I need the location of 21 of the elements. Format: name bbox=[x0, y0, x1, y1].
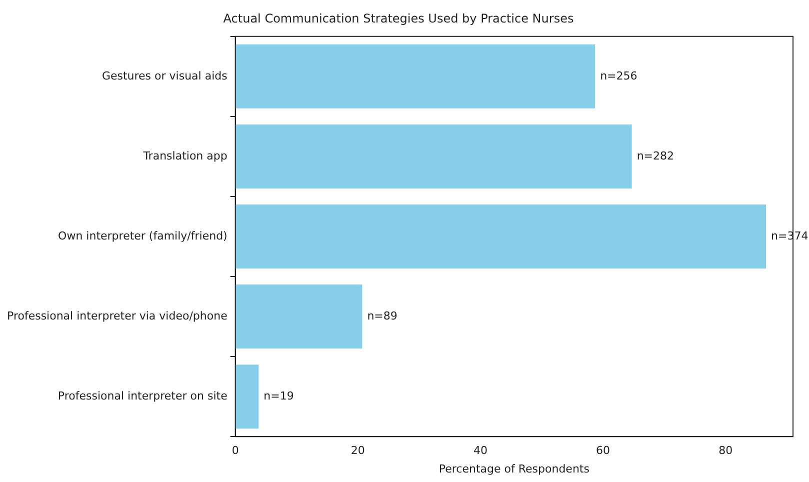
annotation: n=19 bbox=[264, 389, 294, 402]
y-tick-label: Gestures or visual aids bbox=[102, 69, 228, 82]
bar bbox=[235, 284, 362, 349]
y-tick-label: Professional interpreter via video/phone bbox=[7, 309, 228, 322]
y-tick-label: Own interpreter (family/friend) bbox=[58, 229, 228, 242]
annotation: n=256 bbox=[600, 69, 638, 82]
annotation: n=89 bbox=[367, 309, 398, 322]
bar bbox=[235, 44, 596, 108]
x-tick-label: 0 bbox=[232, 444, 239, 458]
x-axis-title: Percentage of Respondents bbox=[438, 462, 590, 476]
bar bbox=[235, 204, 766, 269]
y-tick-label: Professional interpreter on site bbox=[58, 389, 228, 402]
y-tick-label: Translation app bbox=[142, 149, 228, 162]
x-tick-label: 40 bbox=[473, 444, 488, 458]
annotation: n=282 bbox=[636, 149, 674, 162]
chart-title: Actual Communication Strategies Used by Practice Nurses bbox=[223, 11, 574, 26]
x-tick-label: 60 bbox=[596, 444, 610, 458]
x-tick-label: 80 bbox=[718, 444, 733, 458]
bar bbox=[235, 364, 259, 429]
x-tick-label: 20 bbox=[350, 444, 365, 458]
bar bbox=[235, 124, 632, 188]
